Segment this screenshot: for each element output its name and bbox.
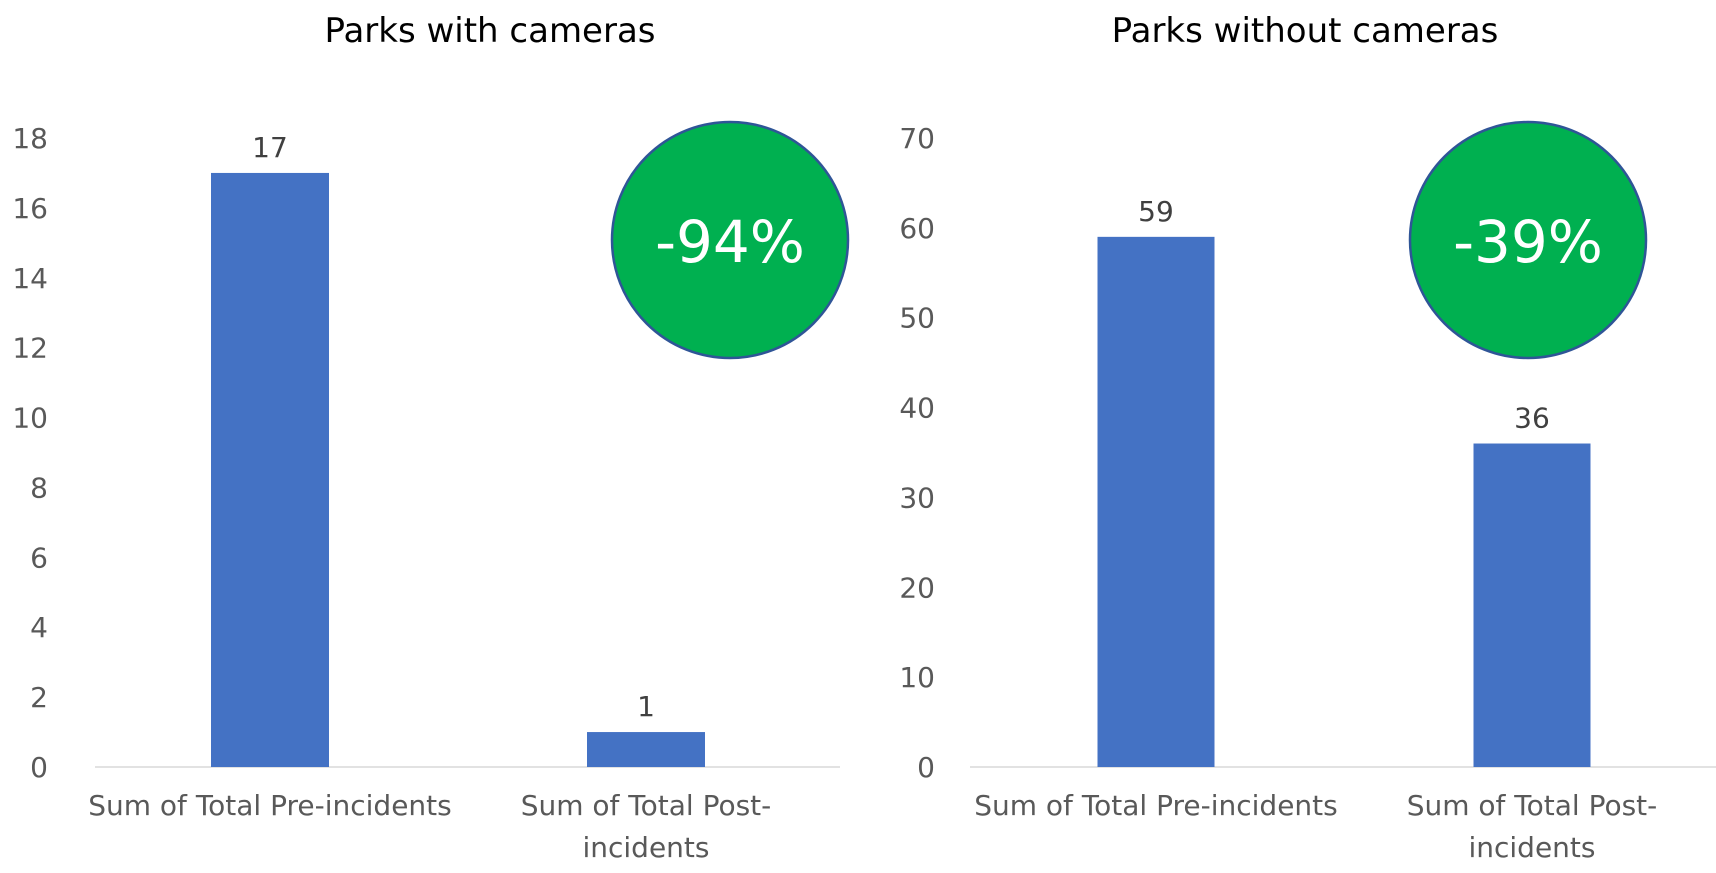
data-label: 17 — [252, 131, 288, 164]
chart-panel-2: Parks without cameras 0 10 20 30 40 50 60 70 59 Su… — [899, 11, 1716, 864]
change-badge-text: -94% — [655, 208, 805, 276]
y-tick-label: 30 — [899, 481, 935, 514]
y-tick-label: 50 — [899, 302, 935, 335]
y-tick-label: 6 — [30, 541, 48, 574]
bar — [211, 172, 329, 767]
y-tick-label: 0 — [917, 751, 935, 784]
y-tick-label: 20 — [899, 571, 935, 604]
y-tick-label: 2 — [30, 681, 48, 714]
x-category-label: Sum of Total Post- — [521, 789, 772, 822]
bar — [1097, 236, 1215, 768]
y-tick-label: 8 — [30, 471, 48, 504]
y-tick-label: 10 — [899, 661, 935, 694]
chart-title: Parks without cameras — [1112, 11, 1499, 51]
y-tick-label: 16 — [12, 192, 48, 225]
chart-title: Parks with cameras — [324, 11, 655, 51]
y-tick-label: 18 — [12, 122, 48, 155]
data-label: 1 — [637, 690, 655, 723]
y-tick-label: 70 — [899, 122, 935, 155]
y-tick-label: 14 — [12, 262, 48, 295]
x-category-label: incidents — [1468, 831, 1595, 864]
chart-panel-1: Parks with cameras 0 2 4 6 8 10 12 14 16 18 17 Sum o… — [12, 11, 850, 864]
y-tick-label: 10 — [12, 402, 48, 435]
data-label: 59 — [1138, 195, 1174, 228]
change-badge-circle — [610, 120, 850, 360]
change-badge-circle — [1408, 120, 1648, 360]
x-category-label: Sum of Total Post- — [1407, 789, 1658, 822]
y-tick-label: 60 — [899, 212, 935, 245]
x-category-label: Sum of Total Pre-incidents — [88, 789, 452, 822]
x-category-label: incidents — [582, 831, 709, 864]
bar — [587, 732, 705, 767]
y-tick-label: 40 — [899, 392, 935, 425]
y-tick-label: 12 — [12, 332, 48, 365]
y-tick-label: 0 — [30, 751, 48, 784]
x-category-label: Sum of Total Pre-incidents — [974, 789, 1338, 822]
change-badge-text: -39% — [1453, 208, 1603, 276]
data-label: 36 — [1514, 402, 1550, 435]
y-tick-label: 4 — [30, 611, 48, 644]
bar — [1473, 443, 1591, 767]
